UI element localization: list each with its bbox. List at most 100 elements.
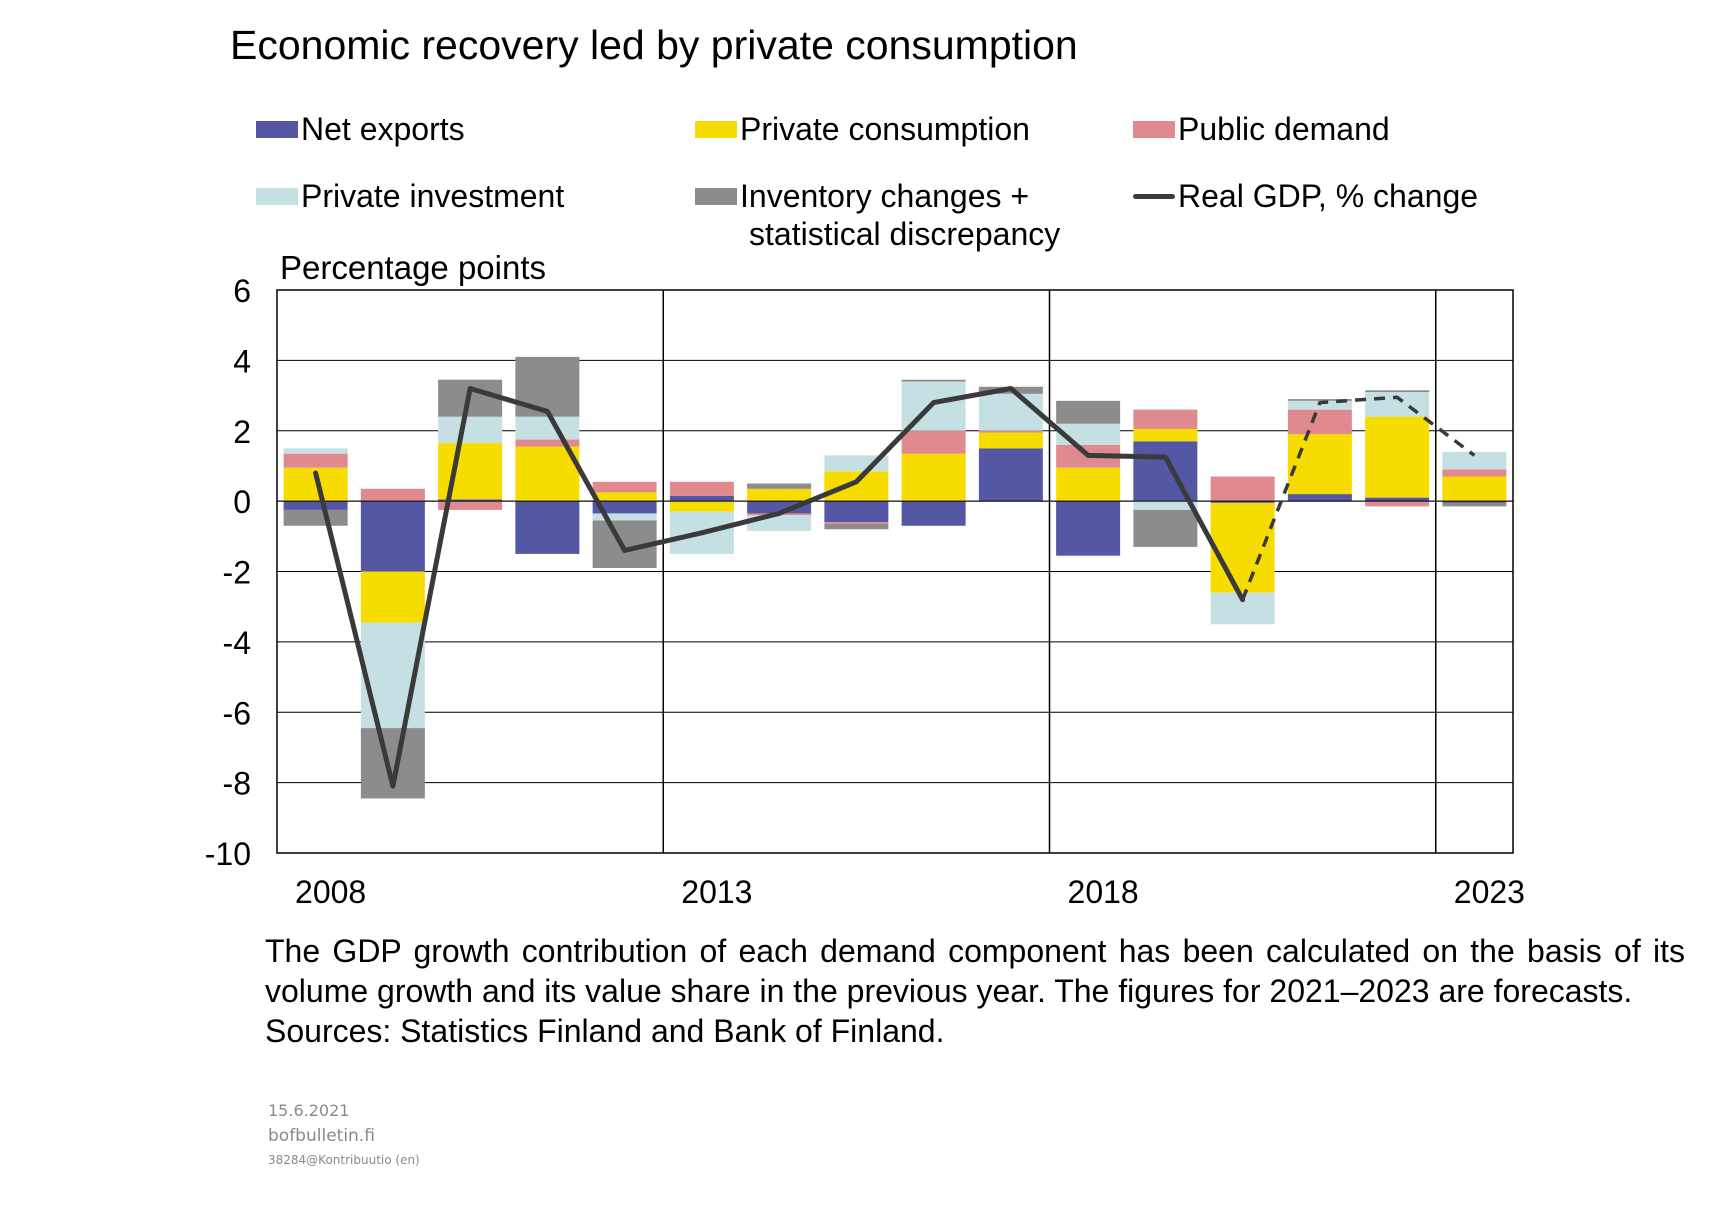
real-gdp-line xyxy=(313,386,1246,789)
bar-net-exports xyxy=(1287,494,1352,502)
bar-public-demand xyxy=(592,481,657,493)
legend-private-consumption-label: Private consumption xyxy=(740,111,1030,147)
chart-notes: The GDP growth contribution of each dema… xyxy=(265,931,1685,1051)
bar-net-exports xyxy=(283,501,348,510)
bar-public-demand xyxy=(360,488,425,502)
bar-inventory xyxy=(1056,400,1121,424)
footer-site: bofbulletin.fi xyxy=(268,1126,375,1146)
legend-inventory: Inventory changes + statistical discrepa… xyxy=(695,177,1060,253)
y-tick-label: 2 xyxy=(233,414,251,450)
bar-public-demand xyxy=(901,430,966,454)
legend-inventory-label: Inventory changes + statistical discrepa… xyxy=(740,177,1060,253)
bar-net-exports xyxy=(1210,501,1275,503)
bar-private-consumption xyxy=(360,571,425,623)
plot-frame xyxy=(276,289,1514,854)
bar-private-consumption xyxy=(1287,434,1352,495)
legend-net-exports: Net exports xyxy=(256,110,465,148)
bar-net-exports xyxy=(438,499,503,502)
bar-public-demand xyxy=(669,481,734,496)
legend-net-exports-label: Net exports xyxy=(301,111,465,147)
bar-inventory xyxy=(824,523,889,530)
y-tick-label: -8 xyxy=(223,766,251,802)
bar-private-consumption xyxy=(978,432,1043,449)
bar-public-demand xyxy=(1442,469,1507,477)
bar-net-exports xyxy=(669,495,734,502)
bar-inventory xyxy=(1442,502,1507,507)
bar-net-exports xyxy=(1056,501,1121,556)
bar-net-exports xyxy=(1133,441,1198,502)
y-tick-label: 4 xyxy=(233,343,251,379)
bar-inventory xyxy=(747,483,812,489)
bar-inventory xyxy=(901,379,966,382)
note-sources: Sources: Statistics Finland and Bank of … xyxy=(265,1013,945,1049)
bar-private-investment xyxy=(438,416,503,444)
bar-net-exports xyxy=(901,501,966,526)
bar-private-investment xyxy=(515,416,580,440)
y-tick-label: 6 xyxy=(233,273,251,309)
bar-net-exports xyxy=(1365,497,1430,502)
real-gdp-forecast-line xyxy=(1240,395,1476,601)
bar-net-exports xyxy=(978,448,1043,502)
bar-private-consumption xyxy=(1365,416,1430,498)
legend-inventory-label-line2: statistical discrepancy xyxy=(749,216,1061,252)
bar-public-demand xyxy=(283,453,348,468)
chart-svg: 6 4 2 0 -2 -4 -6 -8 -10 2008 2013 2018 2023 xyxy=(205,273,1525,910)
legend-private-investment: Private investment xyxy=(256,177,564,215)
legend-real-gdp: Real GDP, % change xyxy=(1133,177,1478,215)
private-consumption-swatch xyxy=(695,121,737,138)
y-tick-label: -10 xyxy=(205,836,251,872)
bar-private-consumption xyxy=(1133,428,1198,442)
bar-inventory xyxy=(515,356,580,417)
bar-public-demand xyxy=(1133,409,1198,429)
legend-public-demand: Public demand xyxy=(1133,110,1390,148)
legend-public-demand-label: Public demand xyxy=(1178,111,1390,147)
real-gdp-line-swatch xyxy=(1133,194,1175,199)
legend-real-gdp-label: Real GDP, % change xyxy=(1178,178,1479,214)
bar-private-investment xyxy=(592,513,657,521)
bar-private-consumption xyxy=(1056,467,1121,502)
legend-private-investment-label: Private investment xyxy=(301,178,565,214)
bar-private-consumption xyxy=(901,453,966,502)
x-tick-label: 2013 xyxy=(681,874,752,910)
bar-private-consumption xyxy=(747,488,812,502)
bar-private-consumption xyxy=(1210,502,1275,593)
legend-inventory-label-line1: Inventory changes + xyxy=(740,178,1030,214)
bar-net-exports xyxy=(592,501,657,514)
footer-code: 38284@Kontribuutio (en) xyxy=(268,1153,420,1167)
bar-public-demand xyxy=(1210,476,1275,502)
bar-net-exports xyxy=(360,501,425,572)
chart-title: Economic recovery led by private consump… xyxy=(230,22,1078,68)
bar-inventory xyxy=(1287,399,1352,401)
x-tick-label: 2008 xyxy=(295,874,366,910)
bar-net-exports xyxy=(824,501,889,523)
legend-private-consumption: Private consumption xyxy=(695,110,1030,148)
bar-public-demand xyxy=(438,501,503,510)
y-axis-label: Percentage points xyxy=(280,249,547,286)
bar-private-consumption xyxy=(669,501,734,512)
bar-private-investment xyxy=(1133,501,1198,510)
bar-private-consumption xyxy=(515,446,580,502)
y-tick-label: -4 xyxy=(223,625,251,661)
bar-private-investment xyxy=(1442,451,1507,470)
bar-private-investment xyxy=(978,393,1043,431)
bar-public-demand xyxy=(824,522,889,524)
bar-public-demand xyxy=(1287,409,1352,435)
bar-public-demand xyxy=(515,439,580,447)
note-methodology: The GDP growth contribution of each dema… xyxy=(265,933,1685,1009)
public-demand-swatch xyxy=(1133,121,1175,138)
net-exports-swatch xyxy=(256,121,298,138)
bar-net-exports xyxy=(515,501,580,554)
footer-date: 15.6.2021 xyxy=(268,1101,350,1120)
bar-private-consumption xyxy=(824,471,889,502)
private-investment-swatch xyxy=(256,188,298,205)
x-tick-label: 2018 xyxy=(1068,874,1139,910)
y-tick-label: -6 xyxy=(223,695,251,731)
inventory-swatch xyxy=(695,188,737,205)
bar-inventory xyxy=(283,509,348,526)
bar-inventory xyxy=(1365,390,1430,393)
bar-public-demand xyxy=(1365,501,1430,507)
bar-private-consumption xyxy=(592,492,657,502)
y-tick-label: 0 xyxy=(233,484,251,520)
bar-public-demand xyxy=(978,430,1043,433)
bar-inventory xyxy=(1133,509,1198,547)
